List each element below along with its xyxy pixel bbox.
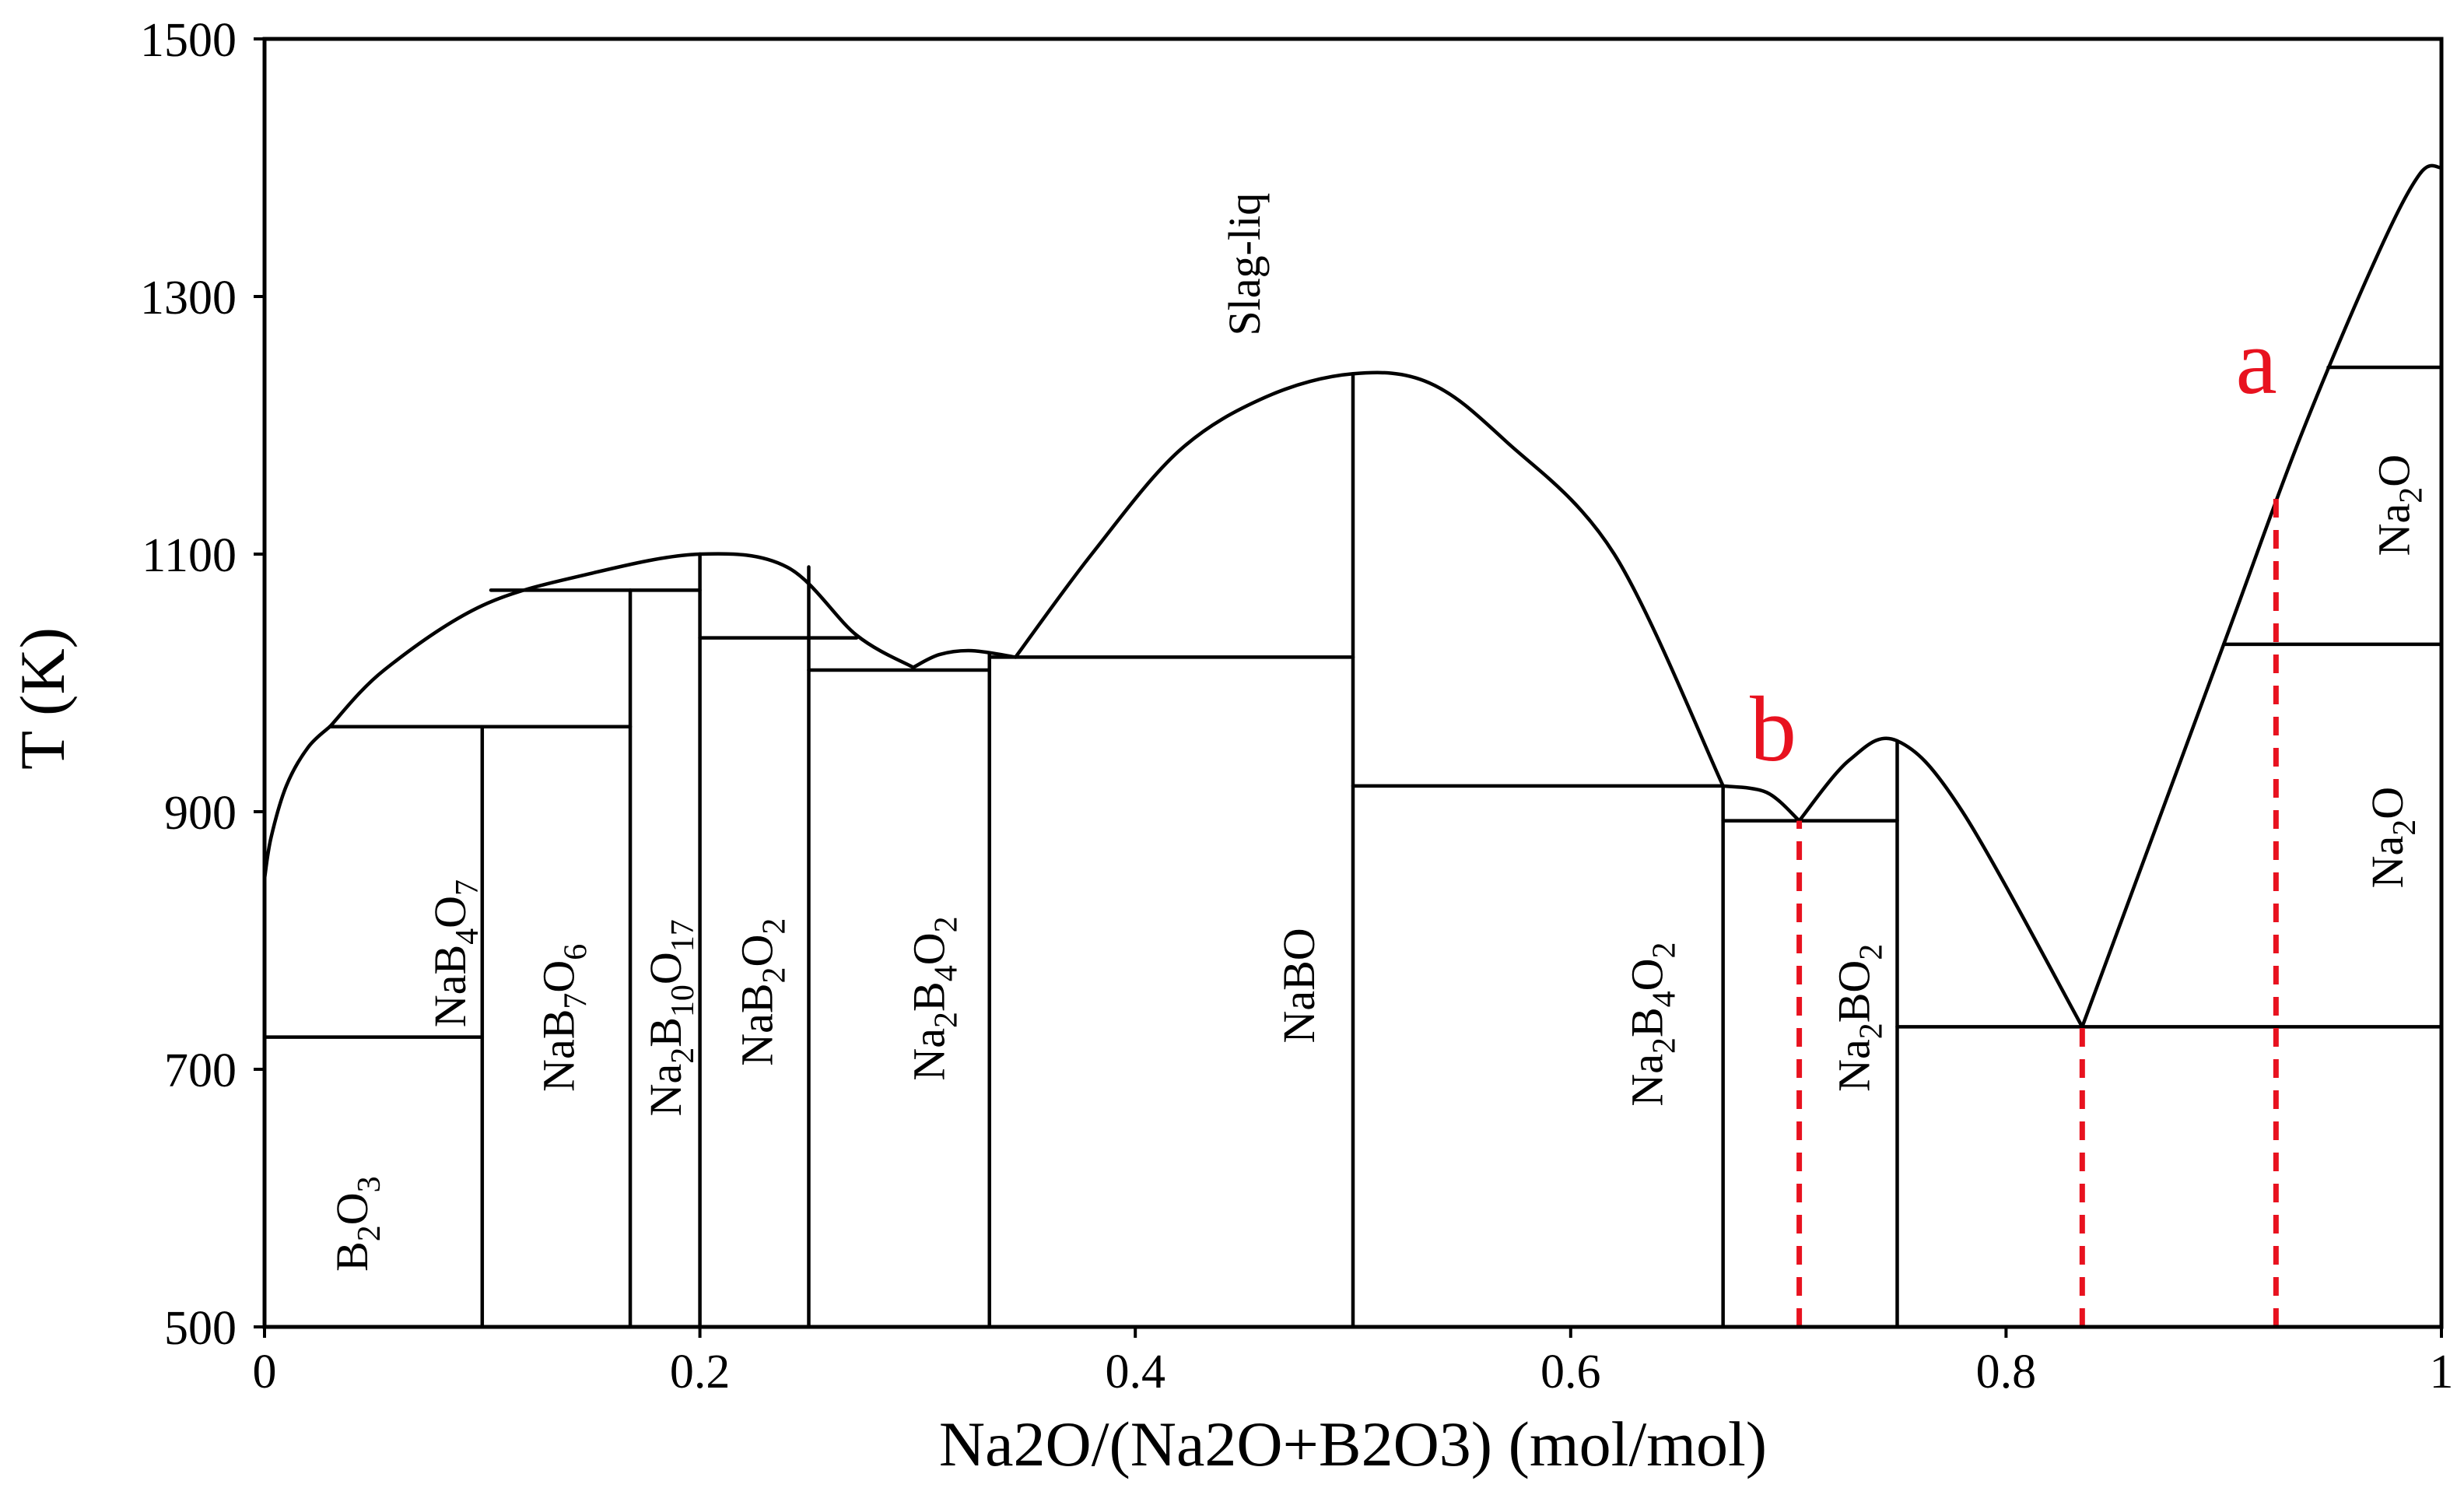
liquidus-curve-6 bbox=[2080, 163, 2444, 1029]
x-tick-label-3: 0.6 bbox=[1540, 1346, 1601, 1398]
y-tick-label-0: 500 bbox=[164, 1302, 237, 1355]
region-label-1: NaB4O7 bbox=[424, 879, 485, 1027]
liquidus-curve-0 bbox=[262, 725, 332, 881]
region-label-4: NaB2O2 bbox=[731, 918, 793, 1066]
y-tick-label-3: 1100 bbox=[142, 529, 237, 582]
x-tick-label-1: 0.2 bbox=[670, 1346, 731, 1398]
y-tick-label-1: 700 bbox=[164, 1044, 237, 1097]
x-tick-label-2: 0.4 bbox=[1105, 1346, 1165, 1398]
region-label-10: Na2O bbox=[2368, 454, 2430, 556]
region-label-2: NaB7O6 bbox=[533, 944, 594, 1092]
y-tick-label-5: 1500 bbox=[140, 14, 237, 67]
plot-frame bbox=[262, 37, 2444, 1329]
region-label-7: Slag-liq bbox=[1219, 193, 1270, 336]
dashed-reference-lines bbox=[1796, 490, 2279, 1327]
liquidus-curve-2 bbox=[911, 648, 1018, 669]
region-label-3: Na2B10O17 bbox=[640, 919, 701, 1116]
liquidus-curve-3 bbox=[1014, 370, 1725, 788]
y-tick-label-4: 1300 bbox=[140, 272, 237, 325]
point-annotations: ab bbox=[1750, 310, 2277, 781]
x-tick-label-4: 0.8 bbox=[1976, 1346, 2037, 1398]
phase-region-labels: B2O3 NaB4O7 NaB7O6 Na2B10O17 NaB2O2 Na2B4O2 Na… bbox=[326, 193, 2429, 1272]
x-axis-label: Na2O/(Na2O+B2O3) (mol/mol) bbox=[939, 1409, 1767, 1479]
phase-boundary-lines bbox=[262, 163, 2444, 1329]
liquidus-curve-4 bbox=[1721, 784, 1801, 823]
x-tick-label-5: 1 bbox=[2430, 1346, 2454, 1398]
region-label-6: NaBO bbox=[1274, 928, 1324, 1043]
x-tick-label-0: 0 bbox=[253, 1346, 277, 1398]
annotation-b: b bbox=[1750, 677, 1796, 781]
region-label-9: Na2BO2 bbox=[1828, 944, 1890, 1092]
region-label-8: Na2B4O2 bbox=[1621, 942, 1683, 1106]
region-label-5: Na2B4O2 bbox=[903, 916, 965, 1080]
liquidus-curve-1 bbox=[328, 552, 916, 729]
y-tick-label-2: 900 bbox=[164, 787, 237, 840]
liquidus-curve-5 bbox=[1797, 736, 2084, 1029]
region-label-0: B2O3 bbox=[326, 1176, 387, 1272]
region-label-11: Na2O bbox=[2362, 787, 2424, 889]
y-axis-label: T (K) bbox=[7, 627, 78, 770]
annotation-a: a bbox=[2236, 310, 2277, 413]
